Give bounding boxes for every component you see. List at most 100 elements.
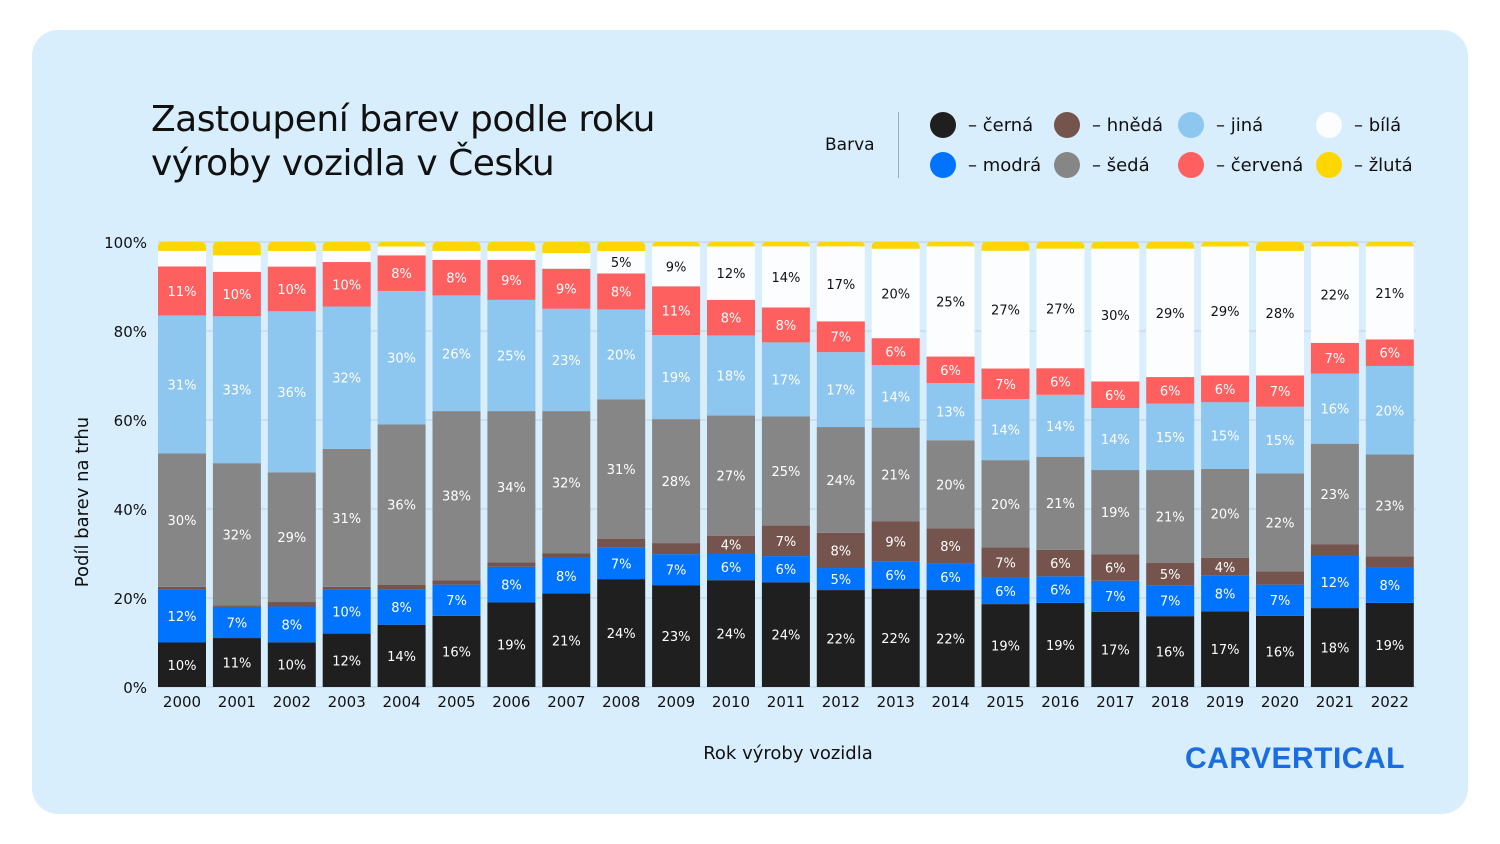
data-label: 8% xyxy=(281,618,302,633)
x-tick-label: 2005 xyxy=(437,693,475,711)
bar-segment-bílá xyxy=(652,246,701,287)
data-label: 19% xyxy=(991,640,1020,655)
bar-segment-modrá xyxy=(377,589,426,625)
data-label: 7% xyxy=(830,331,851,346)
bar-segment-jiná xyxy=(597,309,646,400)
bar-segment-jiná xyxy=(1201,402,1250,469)
bar-segment-jiná xyxy=(1036,394,1085,457)
bar-segment-bílá xyxy=(212,255,261,272)
bar-segment-bílá xyxy=(542,253,591,269)
bar-segment-žlutá xyxy=(542,242,591,254)
data-label: 6% xyxy=(885,346,906,361)
legend-item: – červená xyxy=(1178,152,1303,178)
bar-segment-šedá xyxy=(1146,470,1195,564)
bar-segment-černá xyxy=(322,633,371,687)
bar-segment-jiná xyxy=(1365,365,1414,455)
data-label: 8% xyxy=(391,267,412,282)
bar-segment-žlutá xyxy=(1091,242,1140,249)
bar-segment-červená xyxy=(761,307,810,343)
data-label: 28% xyxy=(662,475,691,490)
bar-segment-modrá xyxy=(597,547,646,580)
bar-segment-bílá xyxy=(1256,250,1304,376)
data-label: 7% xyxy=(1160,595,1181,610)
data-label: 7% xyxy=(611,557,632,572)
bar-segment-šedá xyxy=(1091,470,1140,555)
data-label: 17% xyxy=(771,373,800,388)
bar-segment-červená xyxy=(377,255,426,291)
bar-segment-žlutá xyxy=(158,242,206,251)
bar-segment-jiná xyxy=(1146,403,1195,471)
bar-segment-hnědá xyxy=(1365,556,1414,568)
data-label: 16% xyxy=(1156,646,1185,661)
y-tick-label: 0% xyxy=(123,679,147,697)
bar-segment-hnědá xyxy=(322,586,371,590)
bar-segment-modrá xyxy=(1201,575,1250,612)
data-label: 29% xyxy=(1211,305,1240,320)
bar-segment-hnědá xyxy=(597,538,646,548)
bar-segment-hnědá xyxy=(487,562,536,567)
y-tick-label: 100% xyxy=(104,234,147,252)
data-label: 23% xyxy=(1375,499,1404,514)
data-label: 8% xyxy=(611,285,632,300)
chart-title: Zastoupení barev podle roku výroby vozid… xyxy=(151,98,655,186)
x-tick-label: 2012 xyxy=(822,693,860,711)
data-label: 20% xyxy=(881,287,910,302)
data-label: 27% xyxy=(1046,302,1075,317)
bar-segment-žlutá xyxy=(487,242,536,251)
bar-segment-modrá xyxy=(1091,580,1140,612)
x-tick-label: 2016 xyxy=(1041,693,1079,711)
bar-segment-jiná xyxy=(707,335,755,416)
bar-segment-černá xyxy=(1310,608,1359,687)
legend-title: Barva xyxy=(825,135,875,155)
data-label: 27% xyxy=(991,304,1020,319)
bar-segment-červená xyxy=(1256,375,1304,407)
data-label: 30% xyxy=(168,514,197,529)
data-label: 14% xyxy=(991,424,1020,439)
data-label: 6% xyxy=(776,563,797,578)
bar-segment-jiná xyxy=(267,311,316,473)
legend-swatch-icon xyxy=(1054,152,1080,178)
bar-segment-bílá xyxy=(432,250,481,260)
bar-segment-šedá xyxy=(1256,473,1304,572)
y-tick-label: 20% xyxy=(114,590,147,608)
x-tick-label: 2013 xyxy=(877,693,915,711)
legend-swatch-icon xyxy=(1054,112,1080,138)
bar-segment-černá xyxy=(1091,611,1140,687)
bar-segment-červená xyxy=(871,338,920,365)
data-label: 36% xyxy=(387,499,416,514)
carvertical-logo: CARVERTICAL xyxy=(1185,742,1405,775)
bar-segment-žlutá xyxy=(1146,242,1195,249)
x-tick-label: 2001 xyxy=(218,693,256,711)
bar-segment-šedá xyxy=(1365,454,1414,557)
bar-segment-bílá xyxy=(981,250,1030,369)
data-label: 26% xyxy=(442,347,471,362)
bar-segment-jiná xyxy=(871,364,920,428)
bar-segment-žlutá xyxy=(212,242,261,256)
bar-segment-šedá xyxy=(597,399,646,539)
x-tick-label: 2004 xyxy=(383,693,421,711)
bar-segment-černá xyxy=(597,579,646,687)
legend-label: – červená xyxy=(1216,154,1304,176)
bar-segment-hnědá xyxy=(267,602,316,607)
data-label: 29% xyxy=(277,531,306,546)
data-label: 28% xyxy=(1266,307,1295,322)
data-label: 34% xyxy=(497,481,526,496)
data-label: 12% xyxy=(332,654,361,669)
legend-item: – černá xyxy=(930,112,1033,138)
bar-segment-černá xyxy=(487,602,536,687)
bar-segment-jiná xyxy=(1091,408,1140,471)
data-label: 22% xyxy=(1266,516,1295,531)
bar-segment-modrá xyxy=(981,577,1030,605)
data-label: 36% xyxy=(277,386,306,401)
bar-segment-hnědá xyxy=(1201,557,1250,576)
data-label: 19% xyxy=(662,371,691,386)
bar-segment-šedá xyxy=(1310,443,1359,545)
bar-segment-bílá xyxy=(1036,248,1085,369)
bar-segment-modrá xyxy=(267,606,316,643)
bar-segment-jiná xyxy=(926,382,975,441)
data-label: 7% xyxy=(666,564,687,579)
data-label: 16% xyxy=(1320,403,1349,418)
bar-segment-šedá xyxy=(322,448,371,587)
legend-swatch-icon xyxy=(930,152,956,178)
bar-segment-hnědá xyxy=(1091,554,1140,581)
